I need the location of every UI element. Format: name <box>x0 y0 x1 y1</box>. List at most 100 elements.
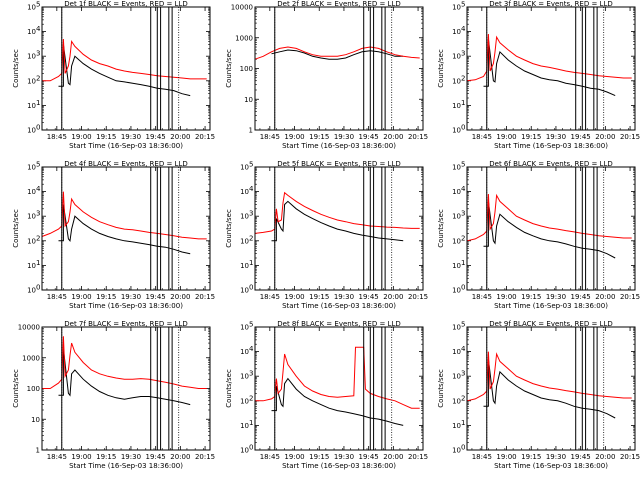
xtick-label: 19:15 <box>96 293 116 301</box>
xtick-label: 19:15 <box>521 293 541 301</box>
xtick-label: 19:30 <box>546 293 566 301</box>
xtick-label: 20:15 <box>620 293 640 301</box>
ytick-label: 10 <box>27 53 36 61</box>
series-line-events <box>58 44 191 97</box>
series-line-events <box>483 358 616 419</box>
ytick-label: 10 <box>240 262 249 270</box>
ytick-label: 10 <box>452 237 461 245</box>
ytick-label-exponent: 0 <box>249 284 253 292</box>
xtick-label: 20:15 <box>408 133 428 141</box>
ytick-label-exponent: 1 <box>461 419 465 427</box>
ytick-label: 10 <box>452 262 461 270</box>
xtick-label: 20:15 <box>620 133 640 141</box>
x-axis-label: Start Time (16-Sep-03 18:36:00) <box>69 302 183 310</box>
ytick-label: 10 <box>452 102 461 110</box>
y-axis-label: Counts/sec <box>12 49 20 88</box>
panel-title: Det 2f BLACK = Events, RED = LLD <box>277 0 400 8</box>
xtick-label: 19:30 <box>546 133 566 141</box>
ytick-label-exponent: 2 <box>249 234 253 242</box>
series-line-lld <box>254 46 420 60</box>
xtick-label: 20:15 <box>195 293 215 301</box>
plot-frame <box>466 6 636 131</box>
plot-frame <box>41 6 211 131</box>
ytick-label: 10000 <box>231 4 253 12</box>
xtick-label: 20:15 <box>195 453 215 461</box>
ytick-label: 10 <box>244 96 253 104</box>
ytick-label: 10 <box>452 348 461 356</box>
ytick-label: 100 <box>27 385 40 393</box>
ytick-label: 10 <box>27 127 36 135</box>
xtick-label: 20:15 <box>195 133 215 141</box>
ytick-label-exponent: 3 <box>461 50 465 58</box>
ytick-label: 10 <box>240 287 249 295</box>
ytick-label-exponent: 4 <box>249 185 254 193</box>
ytick-label: 10 <box>452 127 461 135</box>
xtick-label: 19:30 <box>121 453 141 461</box>
ytick-label-exponent: 1 <box>461 99 465 107</box>
ytick-label: 10 <box>27 164 36 172</box>
ytick-label-exponent: 0 <box>461 284 465 292</box>
xtick-label: 18:45 <box>472 453 492 461</box>
ytick-label: 10 <box>452 373 461 381</box>
xtick-label: 19:00 <box>284 293 304 301</box>
series-line-lld <box>42 38 207 82</box>
panel-title: Det 6f BLACK = Events, RED = LLD <box>489 160 612 168</box>
ytick-label: 10 <box>452 324 461 332</box>
xtick-label: 19:45 <box>146 293 166 301</box>
ytick-label-exponent: 5 <box>249 321 253 329</box>
ytick-label-exponent: 3 <box>36 210 40 218</box>
series-line-lld <box>255 346 420 409</box>
ytick-label: 10 <box>240 164 249 172</box>
series-line-events <box>58 348 191 406</box>
series-line-lld <box>466 33 632 82</box>
xtick-label: 19:00 <box>284 453 304 461</box>
ytick-label-exponent: 3 <box>249 370 253 378</box>
x-axis-label: Start Time (16-Sep-03 18:36:00) <box>69 462 183 470</box>
x-axis-label: Start Time (16-Sep-03 18:36:00) <box>282 302 396 310</box>
xtick-label: 20:00 <box>170 133 190 141</box>
xtick-label: 19:15 <box>309 133 329 141</box>
plot-frame <box>254 6 424 131</box>
ytick-label-exponent: 0 <box>36 284 40 292</box>
ytick-label: 1 <box>36 447 40 455</box>
series-line-events <box>271 49 404 60</box>
xtick-label: 18:45 <box>47 453 67 461</box>
ytick-label-exponent: 1 <box>249 419 253 427</box>
panel-7: Det 7f BLACK = Events, RED = LLD 1 10 100 10… <box>12 320 215 470</box>
ytick-label-exponent: 1 <box>36 259 40 267</box>
ytick-label-exponent: 3 <box>36 50 40 58</box>
plot-frame <box>41 326 211 451</box>
xtick-label: 19:30 <box>334 133 354 141</box>
panel-title: Det 9f BLACK = Events, RED = LLD <box>489 320 612 328</box>
y-axis-label: Counts/sec <box>437 209 445 248</box>
panel-2: Det 2f BLACK = Events, RED = LLD 1 10 100 10… <box>225 0 428 150</box>
series-line-lld <box>254 191 420 234</box>
series-line-events <box>58 204 191 255</box>
ytick-label: 10 <box>452 164 461 172</box>
ytick-label-exponent: 3 <box>461 210 465 218</box>
series-line-lld <box>41 191 207 240</box>
x-axis-label: Start Time (16-Sep-03 18:36:00) <box>282 462 396 470</box>
ytick-label-exponent: 2 <box>249 394 253 402</box>
xtick-label: 19:30 <box>546 453 566 461</box>
ytick-label-exponent: 1 <box>461 259 465 267</box>
ytick-label-exponent: 2 <box>461 394 465 402</box>
ytick-label: 10 <box>240 397 249 405</box>
x-axis-label: Start Time (16-Sep-03 18:36:00) <box>494 462 608 470</box>
ytick-label-exponent: 3 <box>249 210 253 218</box>
y-axis-label: Counts/sec <box>225 49 233 88</box>
xtick-label: 19:00 <box>284 133 304 141</box>
xtick-label: 20:15 <box>408 293 428 301</box>
ytick-label: 100 <box>240 65 253 73</box>
series-line-events <box>483 38 616 97</box>
xtick-label: 19:15 <box>521 133 541 141</box>
ytick-label-exponent: 3 <box>461 370 465 378</box>
plot-frame <box>254 166 424 291</box>
xtick-label: 18:45 <box>260 133 280 141</box>
xtick-label: 19:15 <box>309 453 329 461</box>
